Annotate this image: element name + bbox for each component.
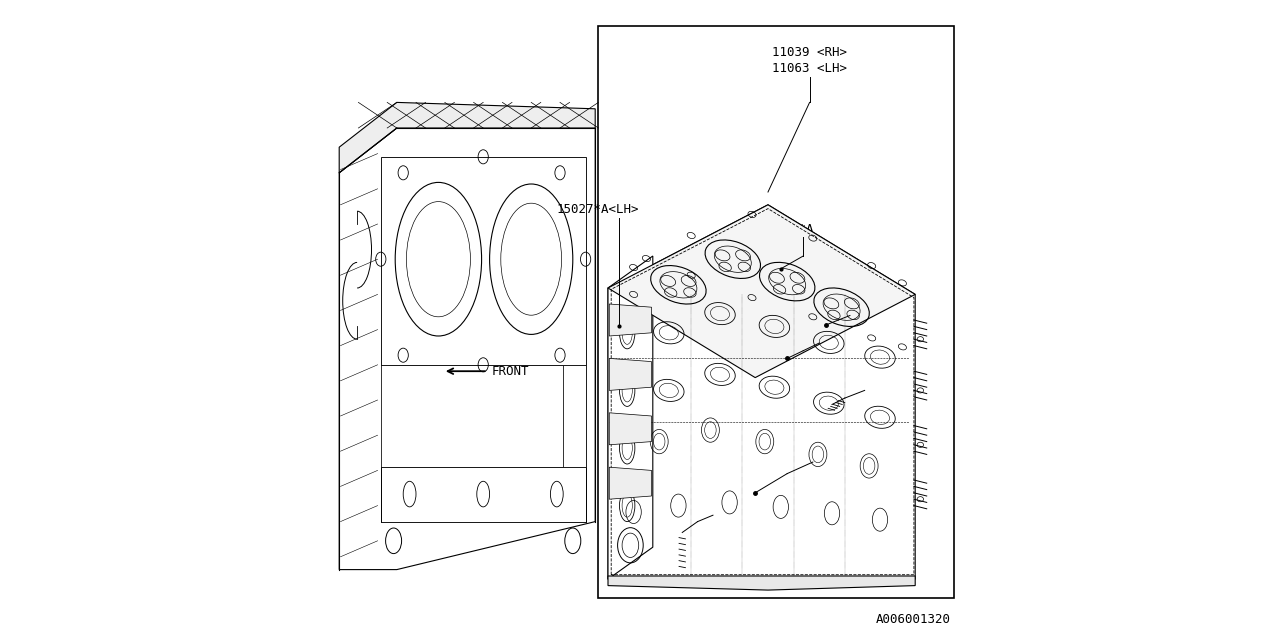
Text: 15027*A: 15027*A	[762, 223, 814, 236]
Text: 11039 <RH>: 11039 <RH>	[772, 46, 847, 59]
Text: A006001320: A006001320	[876, 613, 950, 626]
Polygon shape	[609, 467, 652, 499]
Polygon shape	[609, 413, 652, 445]
Polygon shape	[563, 365, 585, 467]
Polygon shape	[609, 304, 652, 336]
Polygon shape	[608, 256, 653, 579]
Text: 15027*A<LH>: 15027*A<LH>	[557, 204, 639, 216]
Polygon shape	[608, 205, 915, 579]
Text: <RH>: <RH>	[867, 394, 896, 407]
Polygon shape	[608, 205, 915, 378]
Polygon shape	[339, 128, 595, 570]
Polygon shape	[381, 467, 585, 522]
Text: 11063 <LH>: 11063 <LH>	[772, 62, 847, 75]
Text: A91064: A91064	[716, 509, 760, 522]
Text: 13213: 13213	[815, 456, 852, 468]
Polygon shape	[381, 157, 585, 365]
Text: 0519S: 0519S	[852, 309, 890, 322]
Polygon shape	[339, 102, 595, 173]
Polygon shape	[608, 576, 915, 590]
Polygon shape	[609, 358, 652, 390]
Text: FRONT: FRONT	[492, 365, 529, 378]
Text: A80623: A80623	[867, 379, 911, 392]
Text: 13212: 13212	[820, 337, 858, 349]
Bar	[599, 26, 954, 598]
